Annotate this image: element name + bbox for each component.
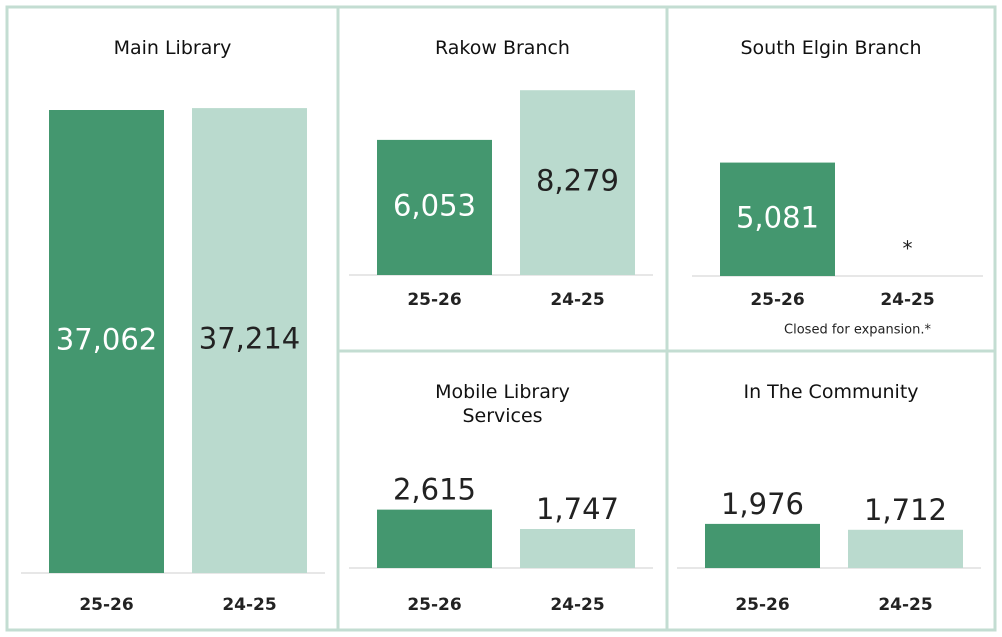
value-label: 1,747 xyxy=(536,492,619,526)
value-label: 1,976 xyxy=(721,487,804,521)
category-label: 24-25 xyxy=(550,290,604,310)
category-label: 24-25 xyxy=(550,595,604,615)
panel-title: Mobile Library Services xyxy=(435,381,570,427)
category-label: 25-26 xyxy=(407,595,461,615)
value-label: 2,615 xyxy=(393,473,476,507)
bar xyxy=(377,139,492,275)
bar xyxy=(520,90,635,275)
category-label: 25-26 xyxy=(407,290,461,310)
bar xyxy=(49,110,164,573)
panel-title: Main Library xyxy=(113,37,232,59)
value-label: 6,053 xyxy=(393,188,476,222)
value-label: 37,214 xyxy=(199,322,300,356)
category-label: 24-25 xyxy=(878,595,932,615)
panel-title: In The Community xyxy=(743,381,919,403)
bar xyxy=(520,529,635,568)
value-label: 37,062 xyxy=(56,323,157,357)
bar xyxy=(705,523,820,568)
category-label: 24-25 xyxy=(222,595,276,615)
panel-title: Rakow Branch xyxy=(435,37,570,59)
bar xyxy=(720,162,835,276)
bar xyxy=(848,529,963,568)
annotation: Closed for expansion.* xyxy=(784,323,931,338)
value-label: 1,712 xyxy=(864,493,947,527)
value-label: 8,279 xyxy=(536,164,619,198)
value-label: 5,081 xyxy=(736,200,819,234)
bar xyxy=(192,108,307,573)
bar xyxy=(377,509,492,568)
category-label: 25-26 xyxy=(735,595,789,615)
value-label: * xyxy=(903,237,913,261)
panel-borders xyxy=(5,5,997,632)
panel-title: South Elgin Branch xyxy=(740,37,922,59)
category-label: 25-26 xyxy=(79,595,133,615)
category-label: 25-26 xyxy=(750,290,804,310)
category-label: 24-25 xyxy=(880,290,934,310)
